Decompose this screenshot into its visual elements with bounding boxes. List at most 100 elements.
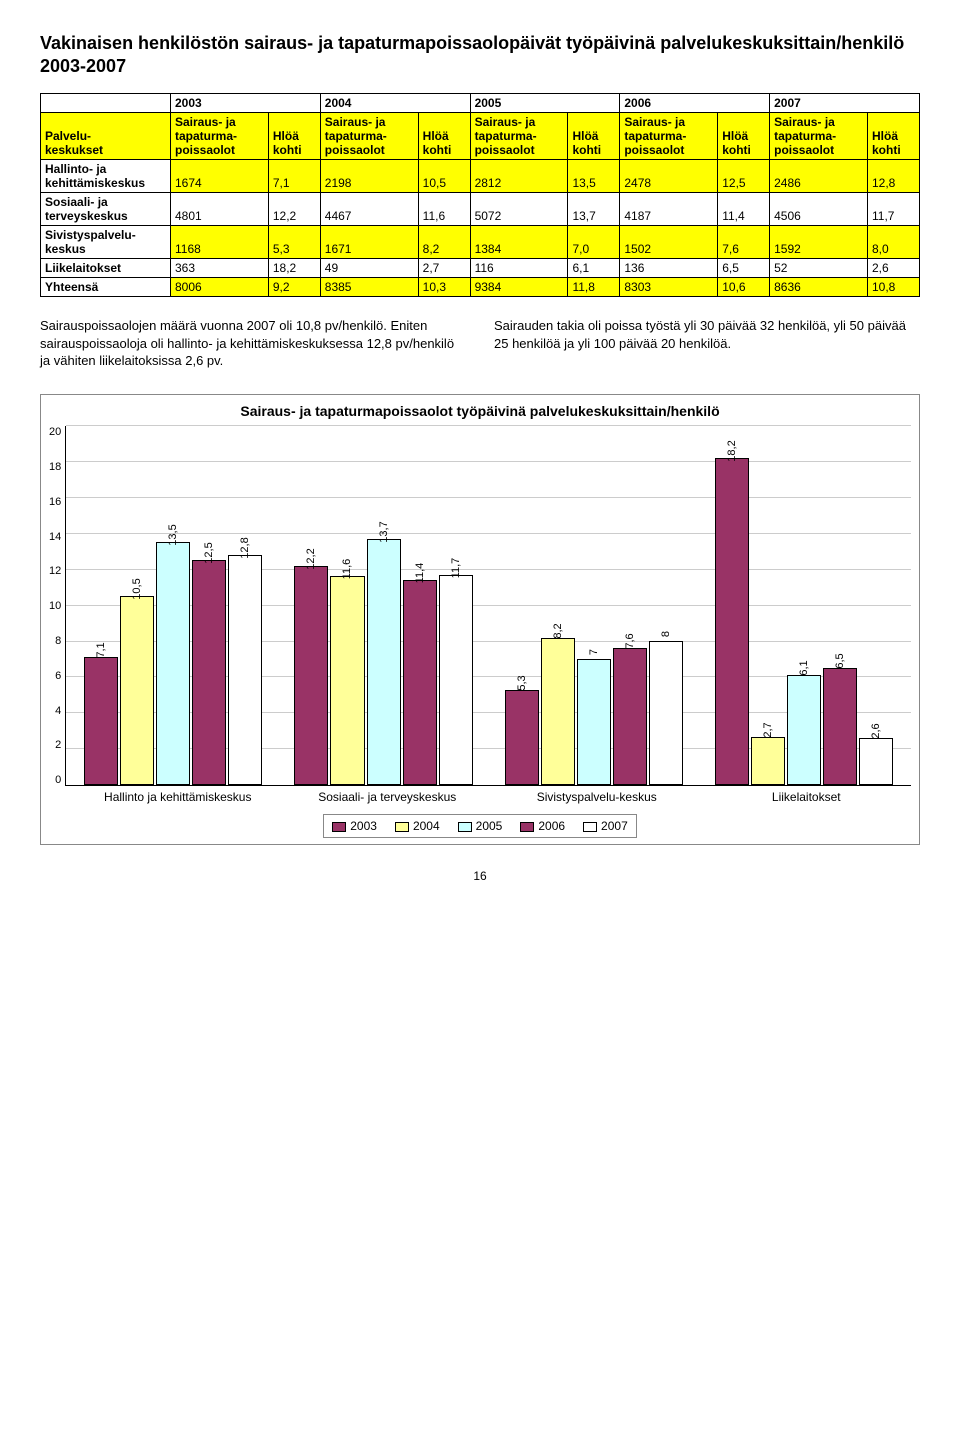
data-table: 2003 2004 2005 2006 2007 Palvelu-keskuks… bbox=[40, 93, 920, 297]
cell: 1384 bbox=[470, 226, 568, 259]
row-label: Liikelaitokset bbox=[41, 259, 171, 278]
plot-area: 7,110,513,512,512,812,211,613,711,411,75… bbox=[65, 426, 911, 786]
bar: 6,1 bbox=[787, 675, 821, 785]
cell: 5072 bbox=[470, 193, 568, 226]
y-tick: 2 bbox=[49, 739, 61, 751]
bar: 7,6 bbox=[613, 648, 647, 785]
bar-group: 18,22,76,16,52,6 bbox=[715, 458, 893, 786]
cell: 8385 bbox=[320, 278, 418, 297]
cell: 6,1 bbox=[568, 259, 620, 278]
cell: 10,5 bbox=[418, 160, 470, 193]
bar: 11,6 bbox=[330, 576, 364, 785]
cell: 4801 bbox=[171, 193, 269, 226]
cell: 1671 bbox=[320, 226, 418, 259]
bar: 5,3 bbox=[505, 690, 539, 785]
cell: 13,5 bbox=[568, 160, 620, 193]
body-columns: Sairauspoissaolojen määrä vuonna 2007 ol… bbox=[40, 317, 920, 370]
row-label: Sivistyspalvelu-keskus bbox=[41, 226, 171, 259]
y-tick: 4 bbox=[49, 705, 61, 717]
x-axis: Hallinto ja kehittämiskeskusSosiaali- ja… bbox=[49, 790, 911, 804]
legend-item: 2005 bbox=[458, 819, 503, 833]
bar-group: 7,110,513,512,512,8 bbox=[84, 542, 262, 785]
bar-label: 8 bbox=[660, 631, 672, 637]
bar-label: 6,1 bbox=[798, 661, 810, 676]
year-row: 2003 2004 2005 2006 2007 bbox=[41, 94, 920, 113]
cell: 9384 bbox=[470, 278, 568, 297]
cell: 116 bbox=[470, 259, 568, 278]
cell: 2486 bbox=[770, 160, 868, 193]
cell: 10,8 bbox=[868, 278, 920, 297]
bar-label: 7 bbox=[588, 649, 600, 655]
cell: 18,2 bbox=[268, 259, 320, 278]
bar: 12,8 bbox=[228, 555, 262, 785]
bar-label: 13,7 bbox=[378, 521, 390, 542]
legend-swatch bbox=[458, 822, 472, 832]
cell: 8,2 bbox=[418, 226, 470, 259]
table-row: Sosiaali- jaterveyskeskus480112,2446711,… bbox=[41, 193, 920, 226]
bar-label: 11,4 bbox=[414, 563, 426, 584]
bar: 7,1 bbox=[84, 657, 118, 785]
cell: 12,2 bbox=[268, 193, 320, 226]
row-label: Hallinto- jakehittämiskeskus bbox=[41, 160, 171, 193]
cell: 8,0 bbox=[868, 226, 920, 259]
bar-label: 13,5 bbox=[167, 524, 179, 545]
bar-label: 11,7 bbox=[450, 557, 462, 578]
cell: 7,0 bbox=[568, 226, 620, 259]
page-number: 16 bbox=[40, 869, 920, 883]
bar: 13,7 bbox=[367, 539, 401, 786]
x-label: Hallinto ja kehittämiskeskus bbox=[73, 790, 283, 804]
body-right: Sairauden takia oli poissa työstä yli 30… bbox=[494, 317, 920, 370]
cell: 2198 bbox=[320, 160, 418, 193]
legend-swatch bbox=[332, 822, 346, 832]
y-tick: 18 bbox=[49, 461, 61, 473]
cell: 1502 bbox=[620, 226, 718, 259]
bar-label: 2,6 bbox=[870, 724, 882, 739]
bar-label: 12,8 bbox=[239, 537, 251, 558]
cell: 9,2 bbox=[268, 278, 320, 297]
legend-swatch bbox=[395, 822, 409, 832]
bar-label: 6,5 bbox=[834, 653, 846, 668]
bar-label: 8,2 bbox=[552, 623, 564, 638]
page-title: Vakinaisen henkilöstön sairaus- ja tapat… bbox=[40, 32, 920, 77]
cell: 363 bbox=[171, 259, 269, 278]
table-row: Sivistyspalvelu-keskus11685,316718,21384… bbox=[41, 226, 920, 259]
bar-group: 12,211,613,711,411,7 bbox=[294, 539, 472, 786]
table-row: Hallinto- jakehittämiskeskus16747,121981… bbox=[41, 160, 920, 193]
cell: 11,7 bbox=[868, 193, 920, 226]
legend-item: 2003 bbox=[332, 819, 377, 833]
x-label: Liikelaitokset bbox=[702, 790, 912, 804]
y-tick: 14 bbox=[49, 531, 61, 543]
cell: 8636 bbox=[770, 278, 868, 297]
bar: 2,7 bbox=[751, 737, 785, 786]
cell: 12,8 bbox=[868, 160, 920, 193]
legend-item: 2007 bbox=[583, 819, 628, 833]
header-row: Palvelu-keskukset Sairaus- jatapaturma-p… bbox=[41, 113, 920, 160]
y-tick: 0 bbox=[49, 774, 61, 786]
table-row: Liikelaitokset36318,2492,71166,11366,552… bbox=[41, 259, 920, 278]
cell: 11,6 bbox=[418, 193, 470, 226]
bar: 11,4 bbox=[403, 580, 437, 785]
cell: 136 bbox=[620, 259, 718, 278]
cell: 8303 bbox=[620, 278, 718, 297]
bar: 10,5 bbox=[120, 596, 154, 785]
bar-label: 12,2 bbox=[305, 548, 317, 569]
y-tick: 6 bbox=[49, 670, 61, 682]
cell: 52 bbox=[770, 259, 868, 278]
bar: 13,5 bbox=[156, 542, 190, 785]
cell: 10,6 bbox=[718, 278, 770, 297]
cell: 1592 bbox=[770, 226, 868, 259]
bar: 18,2 bbox=[715, 458, 749, 786]
legend-item: 2006 bbox=[520, 819, 565, 833]
cell: 49 bbox=[320, 259, 418, 278]
legend-swatch bbox=[583, 822, 597, 832]
cell: 2478 bbox=[620, 160, 718, 193]
cell: 2,6 bbox=[868, 259, 920, 278]
cell: 4467 bbox=[320, 193, 418, 226]
cell: 11,8 bbox=[568, 278, 620, 297]
y-tick: 8 bbox=[49, 635, 61, 647]
x-label: Sosiaali- ja terveyskeskus bbox=[283, 790, 493, 804]
legend: 20032004200520062007 bbox=[323, 814, 637, 838]
chart-title: Sairaus- ja tapaturmapoissaolot työpäivi… bbox=[49, 403, 911, 421]
bar-label: 7,6 bbox=[624, 634, 636, 649]
bar: 2,6 bbox=[859, 738, 893, 785]
